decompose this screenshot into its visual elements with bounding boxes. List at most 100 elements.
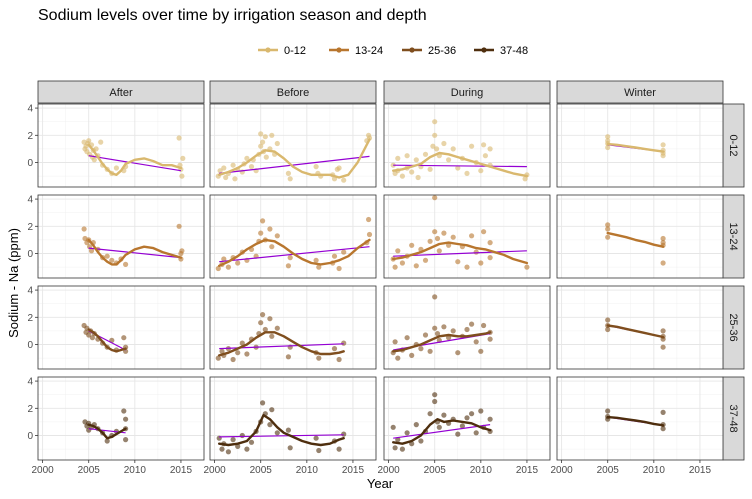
data-point — [123, 437, 129, 443]
data-point — [450, 234, 456, 240]
data-point — [86, 332, 92, 338]
smooth-trend-line — [606, 324, 665, 339]
legend-key-point — [265, 47, 271, 53]
y-tick-label: 2 — [27, 222, 33, 233]
data-point — [432, 132, 438, 138]
data-point — [432, 229, 438, 235]
row-strip-label: 13-24 — [727, 222, 739, 250]
panel — [557, 377, 724, 460]
data-point — [331, 253, 338, 259]
y-tick-label: 4 — [27, 377, 33, 388]
data-point — [478, 348, 484, 354]
smooth-trend-line — [606, 142, 665, 153]
data-point — [432, 398, 438, 405]
panel-data — [215, 216, 373, 272]
data-point — [469, 233, 475, 239]
data-point — [427, 348, 433, 354]
data-point — [341, 431, 347, 437]
data-point — [450, 146, 456, 152]
data-point — [660, 344, 666, 350]
smooth-trend-line — [218, 238, 371, 267]
data-point — [235, 443, 241, 449]
row-strip-label: 37-48 — [727, 404, 739, 432]
column-strip — [383, 80, 551, 104]
panel-data — [82, 408, 129, 444]
data-point — [221, 256, 227, 262]
data-point — [413, 157, 419, 163]
row-strip-label: 25-36 — [727, 313, 739, 341]
data-point — [478, 260, 484, 266]
data-point — [336, 165, 342, 171]
data-point — [285, 263, 291, 269]
legend-label: 37-48 — [500, 45, 528, 57]
data-point — [487, 240, 493, 246]
data-point — [248, 439, 255, 445]
data-point — [121, 408, 127, 414]
data-point — [524, 264, 530, 270]
data-point — [104, 253, 110, 259]
data-point — [366, 135, 373, 141]
data-point — [605, 134, 611, 140]
data-point — [605, 222, 611, 228]
data-point — [313, 435, 319, 441]
data-point — [464, 415, 470, 421]
data-point — [481, 229, 487, 235]
data-point — [427, 166, 433, 172]
data-point — [487, 336, 493, 342]
data-point — [123, 261, 129, 267]
data-point — [404, 335, 410, 341]
data-point — [469, 321, 475, 327]
panel-border — [37, 285, 205, 370]
legend-item: 0-12 — [258, 45, 306, 57]
legend-item: 37-48 — [474, 45, 528, 57]
data-point — [418, 438, 424, 444]
data-point — [287, 176, 293, 182]
data-point — [331, 346, 338, 352]
data-point — [269, 132, 275, 138]
y-tick-label: 4 — [27, 286, 33, 297]
data-point — [422, 257, 429, 263]
data-point — [262, 326, 268, 333]
data-point — [341, 340, 347, 346]
panel — [38, 104, 205, 187]
data-point — [258, 230, 264, 236]
panel-border — [383, 285, 551, 370]
legend-label: 0-12 — [284, 45, 306, 57]
x-tick-label: 2010 — [470, 465, 493, 476]
x-tick-label: 2015 — [342, 465, 365, 476]
data-point — [427, 238, 433, 244]
panel-border — [37, 194, 205, 279]
data-point — [336, 446, 342, 452]
data-point — [464, 326, 470, 333]
data-point — [605, 408, 611, 414]
panel-background — [210, 286, 376, 369]
panel-border — [383, 194, 551, 279]
data-point — [274, 140, 280, 147]
data-point — [88, 248, 95, 254]
data-point — [432, 119, 438, 125]
x-tick-label: 2005 — [597, 465, 620, 476]
data-point — [267, 316, 273, 322]
legend-label: 25-36 — [428, 45, 456, 57]
panel — [557, 286, 724, 369]
data-point — [446, 335, 452, 341]
data-point — [660, 235, 666, 242]
y-tick-label: 4 — [27, 104, 33, 115]
panel-border — [556, 103, 724, 188]
data-point — [244, 446, 250, 452]
panel-border — [383, 103, 551, 188]
data-point — [225, 449, 231, 455]
smooth-trend-line — [392, 151, 529, 178]
linear-fit-line — [88, 247, 181, 259]
data-point — [287, 445, 293, 451]
data-point — [441, 230, 447, 236]
legend-item: 13-24 — [329, 45, 383, 57]
smooth-trend-line — [87, 238, 183, 266]
data-point — [660, 240, 666, 246]
data-point — [441, 324, 447, 330]
data-point — [459, 423, 465, 429]
data-point — [341, 177, 347, 183]
data-point — [230, 437, 236, 443]
panel — [210, 286, 377, 369]
data-point — [422, 151, 429, 157]
